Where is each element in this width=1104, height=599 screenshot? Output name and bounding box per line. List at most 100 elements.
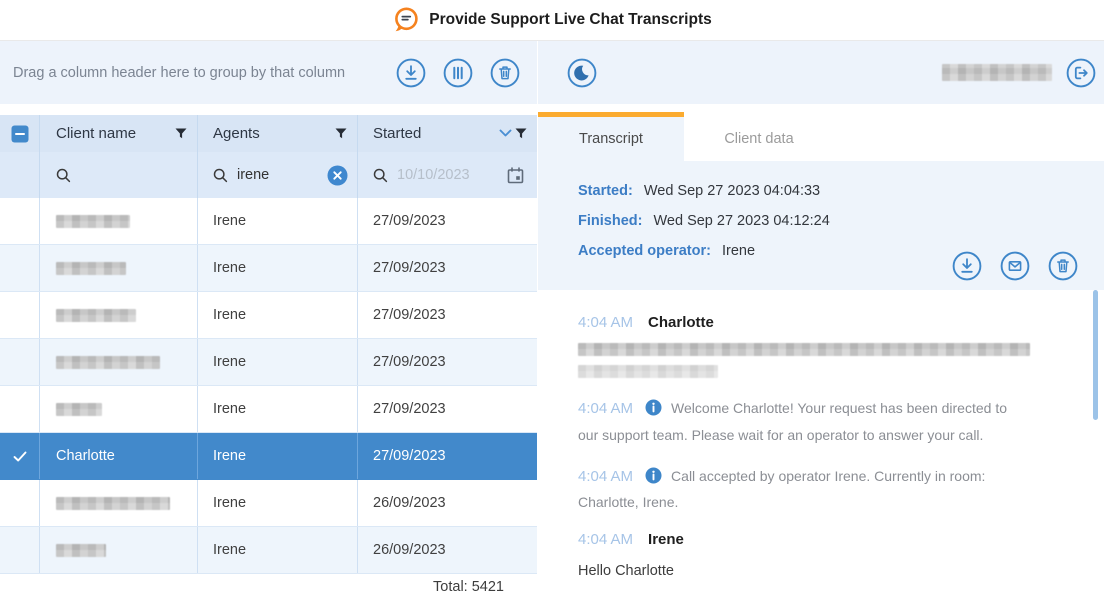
message-time: 4:04 AM (578, 314, 634, 331)
column-header-agents[interactable]: Agents (198, 115, 358, 152)
row-select-cell[interactable] (0, 386, 40, 432)
cell-started: 27/09/2023 (373, 448, 446, 464)
table-row[interactable]: Irene 27/09/2023 (0, 198, 537, 245)
filter-cell-started[interactable] (358, 152, 537, 198)
cell-agents: Irene (198, 198, 358, 244)
clear-grid-button[interactable] (490, 58, 520, 88)
row-select-cell[interactable] (0, 292, 40, 338)
client-name-redacted (56, 496, 170, 510)
message-author: Irene (648, 531, 684, 549)
started-filter-input[interactable] (397, 167, 507, 183)
trash-icon (1048, 251, 1078, 281)
email-icon (1000, 251, 1030, 281)
client-name-redacted (56, 543, 106, 557)
message-header: 4:04 AM Irene (578, 531, 1030, 548)
row-select-cell[interactable] (0, 245, 40, 291)
sort-desc-icon (499, 129, 512, 137)
system-message-text: Call accepted by operator Irene. Current… (578, 467, 986, 511)
table-row[interactable]: Irene 26/09/2023 (0, 527, 537, 574)
client-name-redacted (56, 308, 136, 322)
download-icon (952, 251, 982, 281)
message-text (578, 343, 1030, 378)
meta-label: Started: (578, 183, 633, 199)
table-row[interactable]: Irene 27/09/2023 (0, 386, 537, 433)
calendar-icon[interactable] (507, 166, 524, 184)
logout-icon (1066, 58, 1096, 87)
email-transcript-button[interactable] (1000, 251, 1030, 281)
client-name-filter-input[interactable] (80, 167, 160, 183)
tab-transcript[interactable]: Transcript (538, 112, 684, 161)
filter-spacer-cell (0, 152, 40, 198)
message-time: 4:04 AM (578, 400, 634, 417)
meta-value: Wed Sep 27 2023 04:12:24 (653, 213, 830, 229)
scrollbar-thumb[interactable] (1093, 290, 1098, 420)
message-time: 4:04 AM (578, 531, 634, 549)
cell-started: 27/09/2023 (373, 354, 446, 370)
meta-started: Started: Wed Sep 27 2023 04:04:33 (578, 183, 1104, 199)
page-title: Provide Support Live Chat Transcripts (429, 11, 712, 28)
filter-cell-client-name[interactable] (40, 152, 198, 198)
meta-finished: Finished: Wed Sep 27 2023 04:12:24 (578, 213, 1104, 229)
trash-icon (490, 58, 520, 87)
table-row[interactable]: Irene 27/09/2023 (0, 245, 537, 292)
chat-message: 4:04 AM Welcome Charlotte! Your request h… (578, 396, 1030, 448)
meta-value: Wed Sep 27 2023 04:04:33 (643, 183, 821, 199)
message-text-redacted (578, 343, 1030, 356)
download-icon (396, 58, 426, 87)
column-label: Agents (213, 125, 260, 142)
cell-agents: Irene (198, 433, 358, 479)
filter-icon[interactable] (515, 128, 527, 139)
message-time: 4:04 AM (578, 467, 634, 485)
clear-filter-icon[interactable] (327, 165, 348, 186)
cell-started: 26/09/2023 (373, 495, 446, 511)
download-transcript-button[interactable] (952, 251, 982, 281)
cell-started: 27/09/2023 (373, 260, 446, 276)
group-by-hint: Drag a column header here to group by th… (13, 64, 346, 81)
transcript-tabs: Transcript Client data (538, 104, 1104, 161)
cell-agents: Irene (198, 386, 358, 432)
row-select-cell[interactable] (0, 339, 40, 385)
column-chooser-icon (443, 58, 473, 87)
transcripts-grid: Client name Agents Started (0, 115, 537, 599)
select-all-cell[interactable] (0, 115, 40, 152)
tab-label: Transcript (579, 131, 643, 147)
delete-transcript-button[interactable] (1048, 251, 1078, 281)
tab-client-data[interactable]: Client data (684, 112, 834, 161)
meta-value: Irene (721, 243, 756, 259)
message-author: Charlotte (648, 314, 714, 331)
transcript-actions (952, 251, 1078, 281)
dark-mode-button[interactable] (567, 58, 597, 88)
filter-icon[interactable] (175, 128, 187, 139)
row-check-icon (13, 451, 27, 461)
cell-client-name (40, 386, 198, 432)
row-select-cell[interactable] (0, 480, 40, 526)
row-select-cell[interactable] (0, 527, 40, 573)
row-select-cell[interactable] (0, 198, 40, 244)
panel-divider (537, 41, 538, 599)
info-icon (645, 399, 662, 416)
grid-toolbar: Drag a column header here to group by th… (0, 41, 537, 104)
cell-started: 26/09/2023 (373, 542, 446, 558)
cell-agents: Irene (198, 480, 358, 526)
logout-button[interactable] (1066, 58, 1096, 88)
transcript-panel: Transcript Client data Started: Wed Sep … (538, 41, 1104, 599)
row-select-cell[interactable] (0, 433, 40, 479)
column-chooser-button[interactable] (443, 58, 473, 88)
chat-message: 4:04 AM Call accepted by operator Irene. … (578, 464, 1030, 516)
column-header-started[interactable]: Started (358, 115, 537, 152)
app-logo-icon (392, 6, 420, 34)
table-row[interactable]: Charlotte Irene 27/09/2023 (0, 433, 537, 480)
export-download-button[interactable] (396, 58, 426, 88)
table-row[interactable]: Irene 26/09/2023 (0, 480, 537, 527)
cell-client-name: Charlotte (40, 433, 198, 479)
cell-started: 27/09/2023 (373, 213, 446, 229)
column-header-client-name[interactable]: Client name (40, 115, 198, 152)
filter-cell-agents[interactable] (198, 152, 358, 198)
cell-agents: Irene (198, 339, 358, 385)
table-row[interactable]: Irene 27/09/2023 (0, 292, 537, 339)
client-name-redacted (56, 402, 102, 416)
filter-icon[interactable] (335, 128, 347, 139)
table-row[interactable]: Irene 27/09/2023 (0, 339, 537, 386)
agents-filter-input[interactable] (237, 167, 327, 183)
meta-label: Finished: (578, 213, 643, 229)
